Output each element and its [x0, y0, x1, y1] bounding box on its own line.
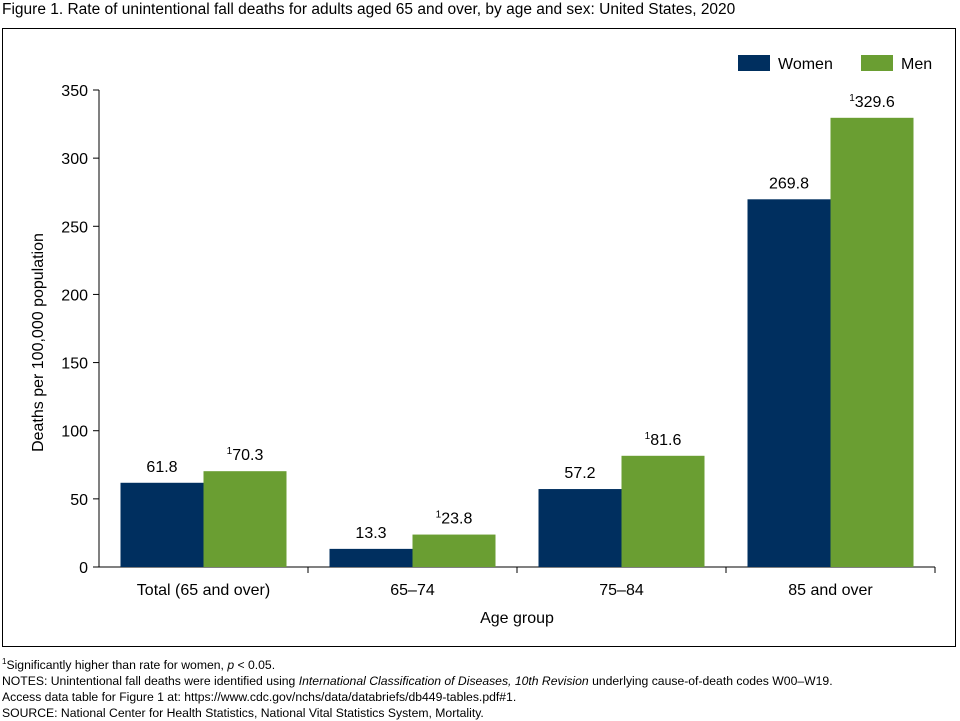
footnote-significance-end: < 0.05. [234, 658, 276, 672]
data-label-women: 13.3 [355, 525, 386, 542]
x-tick-label: 65–74 [390, 582, 435, 599]
footnote-notes: NOTES: Unintentional fall deaths were id… [2, 673, 833, 689]
figure-title: Figure 1. Rate of unintentional fall dea… [2, 1, 736, 18]
footnote-significance: 1Significantly higher than rate for wome… [2, 657, 833, 673]
y-tick-label: 250 [61, 219, 88, 236]
data-label-men: 181.6 [645, 431, 682, 449]
data-label-women: 57.2 [564, 465, 595, 482]
bar-women [329, 548, 413, 567]
legend-label-men: Men [901, 56, 932, 73]
bar-women [120, 482, 204, 567]
notes-suffix: underlying cause-of-death codes W00–W19. [588, 674, 833, 688]
y-tick-label: 50 [70, 492, 88, 509]
y-tick-label: 0 [79, 560, 88, 577]
data-label-women: 61.8 [146, 459, 177, 476]
footnote-source: SOURCE: National Center for Health Stati… [2, 706, 484, 720]
data-label-men: 1329.6 [849, 93, 895, 111]
notes-icd-title: International Classification of Diseases… [298, 674, 589, 688]
data-label-men: 123.8 [436, 510, 473, 528]
footnote-access: Access data table for Figure 1 at: https… [2, 690, 517, 704]
bar-men [203, 471, 287, 567]
y-tick-label: 200 [61, 287, 88, 304]
y-axis-title: Deaths per 100,000 population [30, 233, 47, 452]
footnote-marker: 1 [2, 656, 7, 666]
y-tick-label: 300 [61, 151, 88, 168]
data-label-men: 170.3 [227, 446, 264, 464]
bar-men [621, 455, 705, 567]
x-tick-label: 85 and over [788, 582, 873, 599]
data-label-women: 269.8 [769, 175, 809, 192]
bar-chart: 0 50 100 150 200 250 300 350 Deaths per 100,000 … [30, 55, 936, 627]
legend-swatch-women [738, 55, 770, 71]
notes-prefix: NOTES: Unintentional fall deaths were id… [2, 674, 299, 688]
footnotes: 1Significantly higher than rate for wome… [2, 657, 833, 721]
y-tick-label: 350 [61, 83, 88, 100]
legend-swatch-men [861, 55, 893, 71]
footnote-p-symbol: p [227, 658, 235, 672]
x-tick-label: 75–84 [599, 582, 644, 599]
bar-men [830, 117, 914, 568]
x-tick-label: Total (65 and over) [137, 582, 270, 599]
chart-frame: 0 50 100 150 200 250 300 350 Deaths per 100,000 … [2, 28, 956, 647]
bar-men [412, 534, 496, 567]
y-tick-label: 150 [61, 356, 88, 373]
y-tick-label: 100 [61, 424, 88, 441]
x-axis-title: Age group [480, 610, 554, 627]
legend-label-women: Women [778, 56, 833, 73]
bar-women [538, 489, 622, 567]
footnote-significance-text: Significantly higher than rate for women… [6, 658, 228, 672]
bar-women [747, 199, 831, 567]
